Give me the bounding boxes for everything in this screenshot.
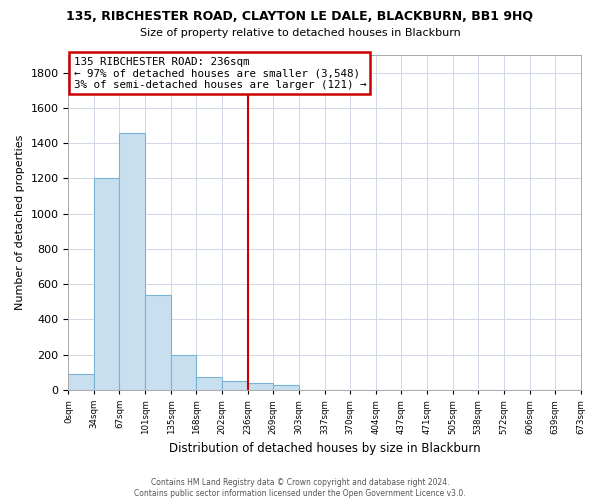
Bar [171, 354, 196, 390]
Bar [196, 378, 222, 390]
Text: 135 RIBCHESTER ROAD: 236sqm
← 97% of detached houses are smaller (3,548)
3% of s: 135 RIBCHESTER ROAD: 236sqm ← 97% of det… [74, 56, 366, 90]
Bar [222, 381, 248, 390]
Bar [68, 374, 94, 390]
Text: Size of property relative to detached houses in Blackburn: Size of property relative to detached ho… [140, 28, 460, 38]
Bar [119, 132, 145, 390]
Bar [248, 382, 273, 390]
Bar [94, 178, 119, 390]
Bar [145, 294, 171, 390]
X-axis label: Distribution of detached houses by size in Blackburn: Distribution of detached houses by size … [169, 442, 480, 455]
Bar [273, 385, 299, 390]
Y-axis label: Number of detached properties: Number of detached properties [15, 134, 25, 310]
Text: 135, RIBCHESTER ROAD, CLAYTON LE DALE, BLACKBURN, BB1 9HQ: 135, RIBCHESTER ROAD, CLAYTON LE DALE, B… [67, 10, 533, 23]
Text: Contains HM Land Registry data © Crown copyright and database right 2024.
Contai: Contains HM Land Registry data © Crown c… [134, 478, 466, 498]
